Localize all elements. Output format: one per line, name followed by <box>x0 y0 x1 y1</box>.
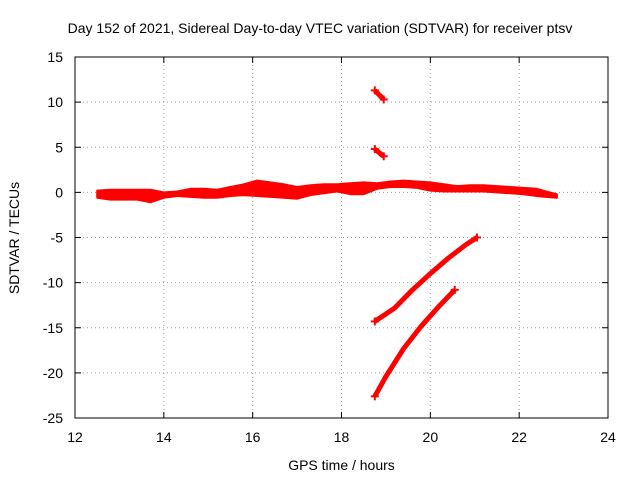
x-axis-label: GPS time / hours <box>288 457 395 473</box>
x-tick-label: 20 <box>423 429 439 445</box>
y-tick-label: 5 <box>55 139 63 155</box>
y-tick-label: -10 <box>43 275 63 291</box>
x-tick-label: 16 <box>245 429 261 445</box>
data-series-track-rising-lower <box>372 288 457 398</box>
data-markers <box>96 86 558 401</box>
data-band-main-band <box>96 179 558 204</box>
y-tick-label: -25 <box>43 410 63 426</box>
y-tick-label: 10 <box>47 94 63 110</box>
y-tick-label: -20 <box>43 365 63 381</box>
data-series-track-mid-short <box>373 147 386 159</box>
axis-ticks: 12 14 16 18 20 22 24 -25 -20 -15 -10 -5 0 5 10 15 <box>43 49 616 445</box>
x-tick-label: 14 <box>156 429 172 445</box>
y-tick-label: 15 <box>47 49 63 65</box>
x-tick-label: 22 <box>511 429 527 445</box>
x-tick-label: 24 <box>600 429 616 445</box>
data-series-track-upper-short <box>373 88 386 102</box>
y-tick-label: 0 <box>55 184 63 200</box>
x-tick-label: 18 <box>334 429 350 445</box>
x-tick-label: 12 <box>67 429 83 445</box>
plot-frame <box>74 56 609 419</box>
grid-lines <box>75 57 608 418</box>
data-series-track-rising-upper <box>373 235 479 324</box>
y-axis-label: SDTVAR / TECUs <box>6 181 22 295</box>
chart-title: Day 152 of 2021, Sidereal Day-to-day VTE… <box>67 20 573 36</box>
y-tick-label: -5 <box>51 230 64 246</box>
y-tick-label: -15 <box>43 320 63 336</box>
